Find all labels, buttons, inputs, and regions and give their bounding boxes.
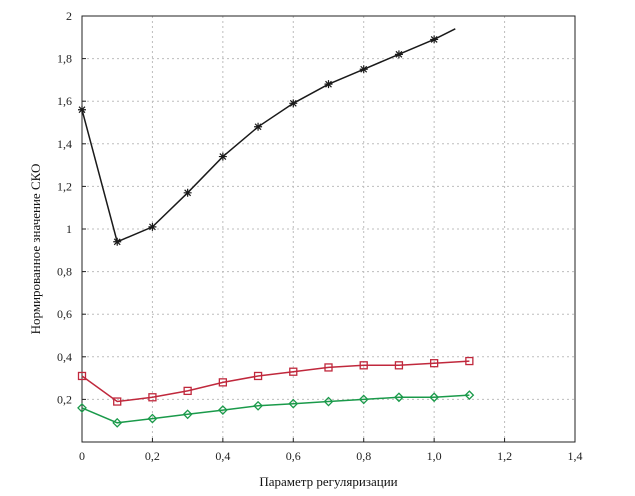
x-tick-label: 1,4	[568, 449, 583, 463]
data-point	[254, 122, 263, 131]
data-point	[253, 400, 263, 411]
data-point	[148, 222, 157, 231]
x-tick-label: 1,0	[427, 449, 442, 463]
data-point	[289, 367, 298, 376]
y-tick-label: 2	[66, 9, 72, 23]
data-point	[359, 361, 368, 370]
data-point	[324, 363, 333, 372]
data-point	[148, 393, 157, 402]
series-2	[77, 356, 474, 406]
data-point	[253, 371, 263, 381]
series-3	[77, 390, 475, 428]
series-1	[78, 28, 456, 246]
data-point	[429, 359, 439, 368]
y-tick-label: 1,2	[57, 179, 72, 193]
y-tick-label: 0,2	[57, 392, 72, 406]
x-tick-label: 0,8	[356, 449, 371, 463]
series-line	[81, 28, 456, 243]
data-point	[183, 386, 192, 396]
x-tick-label: 0,6	[286, 449, 301, 463]
data-point	[429, 392, 440, 403]
x-axis-label: Параметр регуляризации	[259, 474, 397, 489]
data-point	[465, 356, 474, 366]
data-point	[359, 65, 368, 74]
y-tick-label: 1,4	[57, 137, 72, 151]
data-point	[394, 361, 404, 370]
data-point	[77, 403, 87, 413]
data-point	[358, 394, 369, 405]
data-point	[218, 378, 228, 387]
data-point	[218, 152, 227, 161]
data-point	[112, 417, 123, 428]
y-tick-label: 0,4	[57, 350, 72, 364]
data-point	[430, 35, 439, 44]
x-tick-label: 0,4	[215, 449, 230, 463]
grid-layer	[82, 16, 575, 442]
x-tick-label: 1,2	[497, 449, 512, 463]
data-point	[288, 398, 299, 409]
y-tick-label: 1	[66, 222, 72, 236]
series-line	[81, 394, 470, 424]
series-layer	[77, 28, 475, 428]
data-point	[113, 397, 122, 406]
series-line	[81, 360, 470, 403]
data-point	[147, 413, 158, 424]
data-point	[183, 188, 192, 197]
data-point	[113, 237, 122, 246]
data-point	[324, 80, 333, 89]
data-point	[78, 105, 86, 114]
y-tick-label: 0,8	[57, 265, 72, 279]
data-point	[394, 50, 403, 59]
data-point	[77, 371, 87, 381]
y-axis-label: Нормированное значение СКО	[28, 164, 43, 335]
data-point	[289, 99, 298, 108]
data-point	[217, 405, 228, 415]
data-point	[464, 390, 475, 401]
data-point	[394, 392, 404, 403]
x-tick-label: 0	[79, 449, 85, 463]
x-tick-label: 0,2	[145, 449, 160, 463]
data-point	[182, 409, 193, 420]
y-tick-label: 0,6	[57, 307, 72, 321]
y-tick-label: 1,6	[57, 94, 72, 108]
data-point	[323, 396, 334, 407]
y-tick-label: 1,8	[57, 52, 72, 66]
tick-layer: 0 0,2 0,4 0,6 0,8 1,0 1,2 1,4 0,2 0,4 0,6 0,8 1 1,2 1,…	[57, 9, 583, 463]
